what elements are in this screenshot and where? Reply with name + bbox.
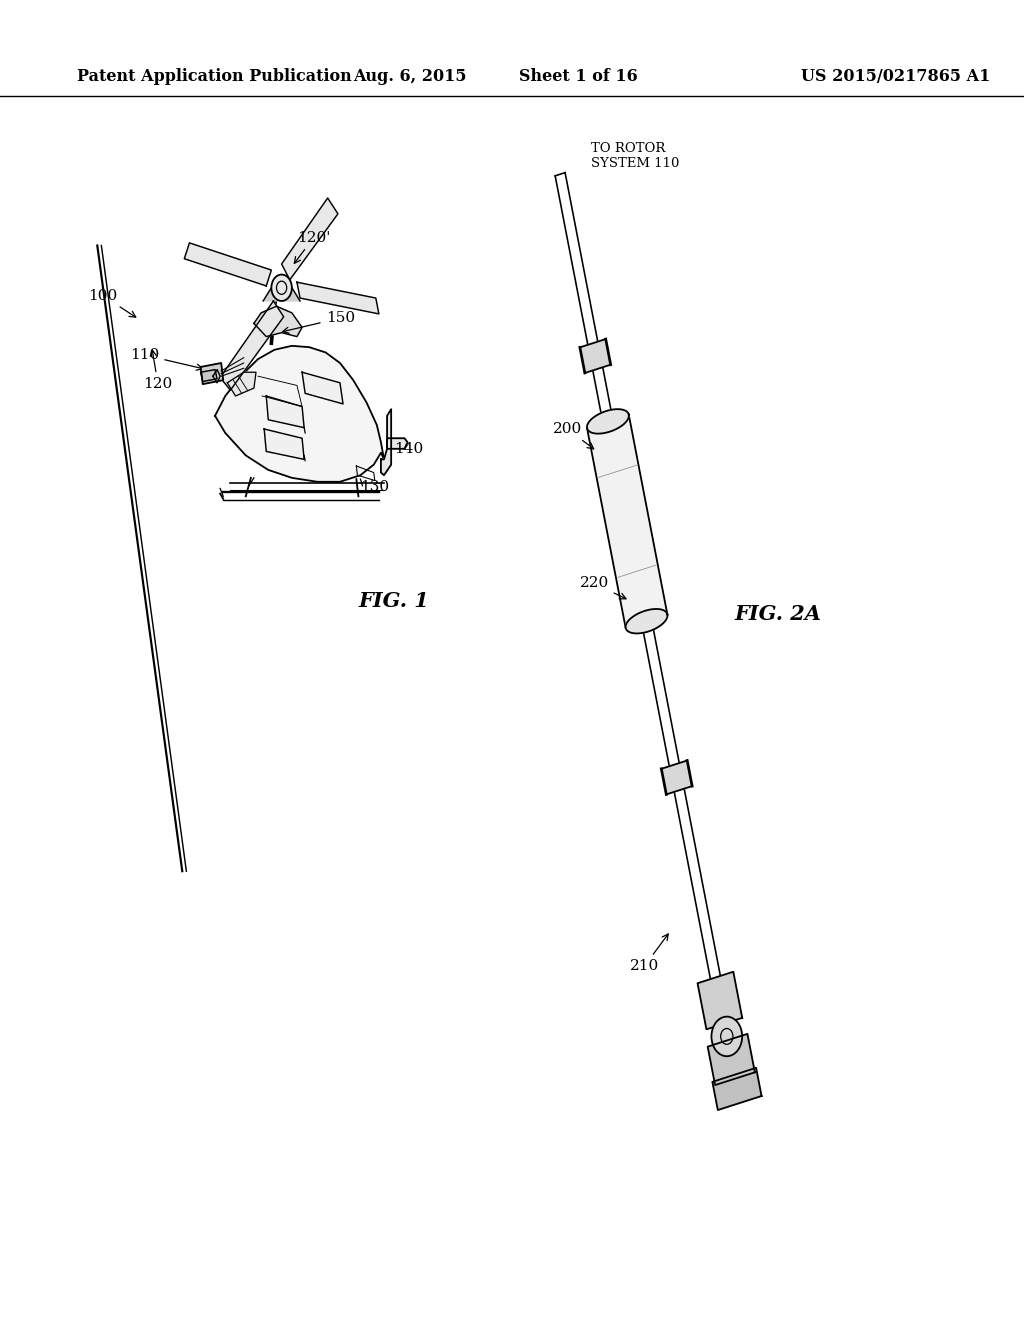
Polygon shape: [662, 760, 692, 795]
Text: US 2015/0217865 A1: US 2015/0217865 A1: [802, 69, 990, 84]
Polygon shape: [580, 339, 610, 374]
Text: 110: 110: [130, 348, 203, 370]
Text: 150: 150: [283, 312, 354, 333]
Text: 100: 100: [88, 289, 136, 317]
Text: Patent Application Publication: Patent Application Publication: [77, 69, 351, 84]
Circle shape: [712, 1016, 742, 1056]
Circle shape: [271, 275, 292, 301]
Text: 200: 200: [553, 422, 594, 449]
Polygon shape: [387, 438, 408, 449]
Text: 130: 130: [360, 480, 389, 494]
Text: Sheet 1 of 16: Sheet 1 of 16: [519, 69, 638, 84]
Text: 120': 120': [294, 231, 331, 263]
Polygon shape: [297, 282, 379, 314]
Text: TO ROTOR
SYSTEM 110: TO ROTOR SYSTEM 110: [591, 141, 679, 170]
Text: FIG. 1: FIG. 1: [358, 590, 430, 611]
Polygon shape: [215, 346, 384, 482]
Polygon shape: [227, 372, 256, 396]
Polygon shape: [697, 972, 742, 1030]
Polygon shape: [587, 414, 668, 628]
Polygon shape: [713, 1068, 762, 1110]
Polygon shape: [201, 370, 217, 381]
Polygon shape: [381, 409, 391, 475]
Polygon shape: [213, 370, 220, 383]
Text: 210: 210: [630, 935, 669, 973]
Polygon shape: [263, 284, 300, 301]
Polygon shape: [626, 609, 668, 634]
Text: 120: 120: [143, 350, 173, 391]
Polygon shape: [708, 1034, 755, 1085]
Polygon shape: [266, 396, 304, 428]
Text: 220: 220: [580, 577, 626, 599]
Polygon shape: [201, 363, 223, 384]
Text: FIG. 2A: FIG. 2A: [735, 603, 821, 624]
Text: Aug. 6, 2015: Aug. 6, 2015: [353, 69, 466, 84]
Polygon shape: [264, 429, 304, 459]
Polygon shape: [184, 243, 271, 286]
Text: 140: 140: [394, 442, 424, 455]
Polygon shape: [282, 198, 338, 280]
Polygon shape: [220, 301, 284, 391]
Polygon shape: [302, 372, 343, 404]
Polygon shape: [254, 306, 302, 337]
Polygon shape: [587, 409, 629, 434]
